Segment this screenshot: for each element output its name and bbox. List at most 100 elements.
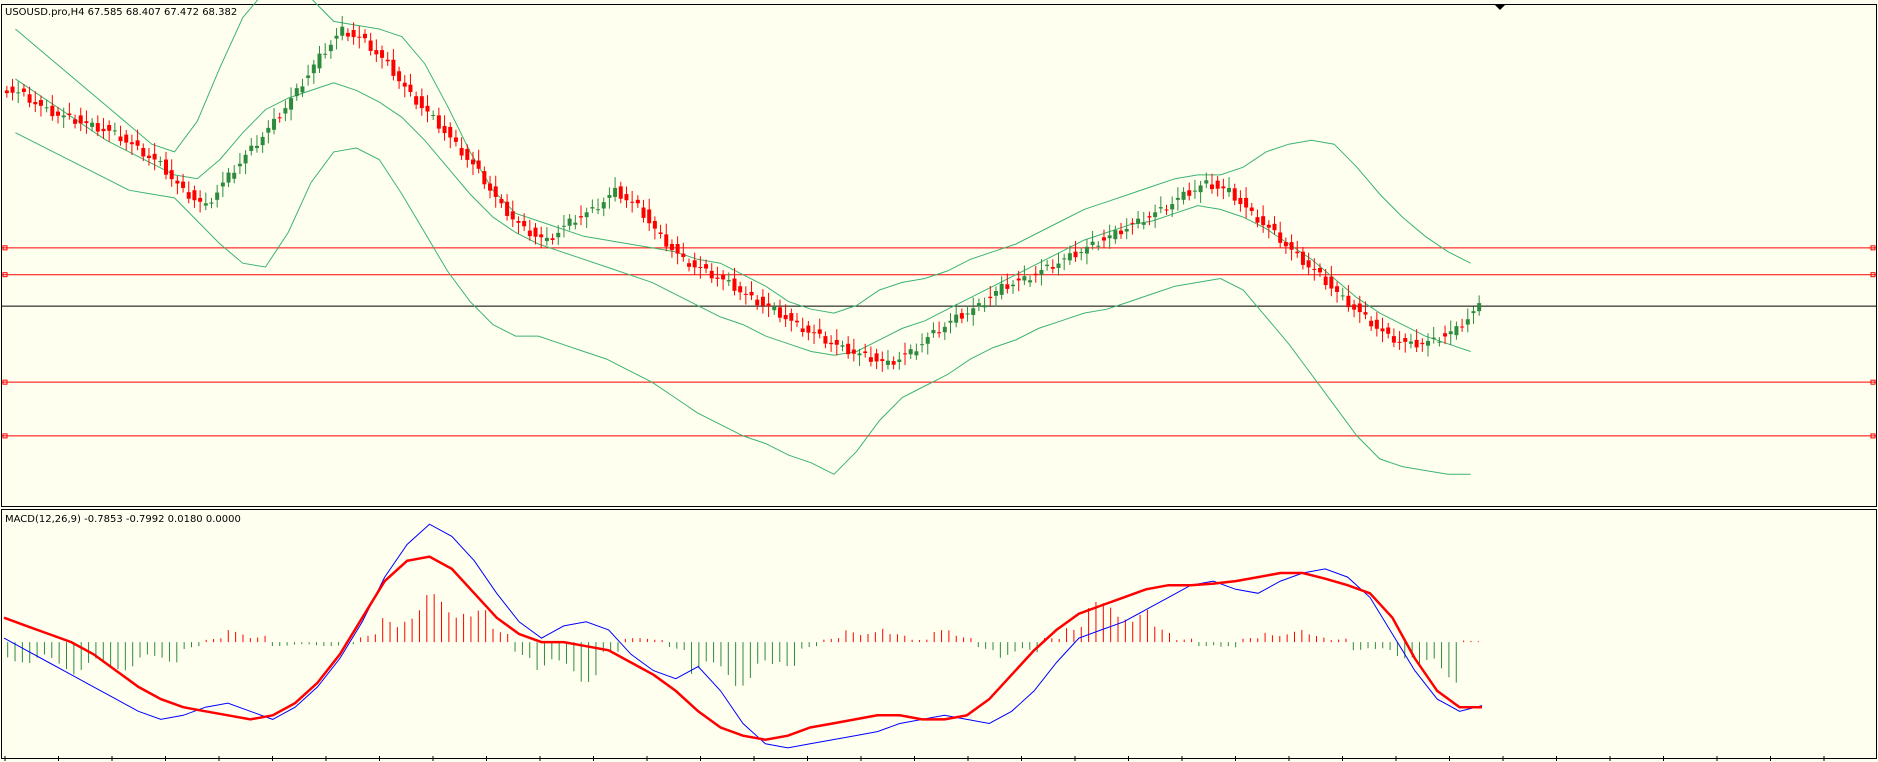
candle-bull xyxy=(931,329,936,334)
candle-bear xyxy=(146,155,151,159)
candle-bear xyxy=(641,207,646,218)
candle-bear xyxy=(38,100,43,106)
candle-bear xyxy=(795,320,800,323)
candle-bear xyxy=(476,160,481,169)
candle-bear xyxy=(397,71,402,82)
candle-bear xyxy=(516,220,521,223)
candle-bear xyxy=(1215,180,1220,189)
candle-bull xyxy=(1045,264,1050,267)
candle-bull xyxy=(294,88,299,97)
main-panel-frame xyxy=(1,4,1877,507)
candle-bull xyxy=(573,222,578,225)
candle-bear xyxy=(164,159,169,175)
macd-histogram xyxy=(7,594,1479,686)
candle-bull xyxy=(1113,230,1118,240)
candle-bull xyxy=(1170,204,1175,210)
candle-bull xyxy=(1096,245,1101,247)
candle-bull xyxy=(334,35,339,39)
candle-bear xyxy=(903,353,908,355)
candle-bear xyxy=(499,198,504,204)
macd-main-line xyxy=(3,523,1483,749)
candle-bear xyxy=(1232,188,1237,201)
candle-bear xyxy=(630,201,635,203)
level-handle-left[interactable] xyxy=(2,272,8,278)
candle-bear xyxy=(402,82,407,87)
level-handle-right[interactable] xyxy=(1870,272,1876,278)
candle-bear xyxy=(135,140,140,146)
candle-bull xyxy=(1039,269,1044,275)
candle-bear xyxy=(169,170,174,180)
candle-bull xyxy=(289,98,294,110)
candle-bear xyxy=(766,303,771,307)
candle-bear xyxy=(1073,251,1078,258)
candle-bear xyxy=(755,299,760,306)
candle-bear xyxy=(806,325,811,333)
candle-bull xyxy=(1425,340,1430,346)
macd-lines xyxy=(3,523,1483,749)
candle-bear xyxy=(442,125,447,134)
horizontal-levels xyxy=(2,245,1876,439)
candle-bear xyxy=(721,274,726,280)
candle-bull xyxy=(1181,191,1186,200)
candle-bear xyxy=(783,314,788,320)
candle-bear xyxy=(743,293,748,295)
candle-bull xyxy=(840,345,845,347)
candle-bull xyxy=(1022,276,1027,281)
candle-bull xyxy=(1408,341,1413,344)
level-handle-right[interactable] xyxy=(1870,245,1876,251)
candle-bear xyxy=(550,238,555,240)
candle-bull xyxy=(272,118,277,130)
candle-bear xyxy=(777,307,782,318)
candle-bull xyxy=(1056,263,1061,268)
candle-bear xyxy=(812,332,817,334)
candle-bull xyxy=(44,107,49,109)
level-handle-left[interactable] xyxy=(2,245,8,251)
candle-bull xyxy=(971,308,976,315)
candle-bull xyxy=(215,192,220,200)
candle-bear xyxy=(124,134,129,143)
candle-bear xyxy=(505,201,510,216)
candle-bear xyxy=(414,96,419,105)
level-handle-right[interactable] xyxy=(1870,433,1876,439)
candle-bear xyxy=(1391,336,1396,343)
chart-shift-marker[interactable] xyxy=(1494,4,1506,10)
level-handle-right[interactable] xyxy=(1870,379,1876,385)
candle-bear xyxy=(175,180,180,184)
candle-bear xyxy=(675,243,680,254)
level-handle-left[interactable] xyxy=(2,433,8,439)
candle-bull xyxy=(1204,180,1209,184)
candle-bear xyxy=(78,115,83,124)
candle-bull xyxy=(283,108,288,114)
candle-bear xyxy=(1352,304,1357,310)
candle-bear xyxy=(73,119,78,124)
candle-bull xyxy=(1124,229,1129,232)
candle-bull xyxy=(1198,185,1203,193)
candle-bear xyxy=(749,291,754,296)
candle-bear xyxy=(408,84,413,92)
candle-bull xyxy=(226,172,231,183)
candle-bear xyxy=(880,359,885,362)
candle-bear xyxy=(277,117,282,119)
candle-bull xyxy=(1062,258,1067,260)
candle-bull xyxy=(999,283,1004,295)
candle-bear xyxy=(1414,339,1419,348)
candle-bear xyxy=(1209,184,1214,190)
candle-bull xyxy=(857,353,862,356)
candle-bear xyxy=(704,264,709,269)
candle-bull xyxy=(954,314,959,323)
macd-panel-frame xyxy=(1,509,1877,759)
candle-bull xyxy=(1067,253,1072,261)
candle-bull xyxy=(914,351,919,356)
bollinger-middle-approx xyxy=(15,78,1471,356)
candle-bear xyxy=(1460,326,1465,328)
candle-bear xyxy=(459,148,464,156)
candle-bull xyxy=(925,337,930,344)
candle-bear xyxy=(1403,338,1408,342)
candle-bear xyxy=(436,115,441,129)
candle-bear xyxy=(368,40,373,51)
candle-bear xyxy=(692,260,697,268)
candle-bear xyxy=(129,142,134,145)
level-handle-left[interactable] xyxy=(2,379,8,385)
candle-bear xyxy=(391,59,396,76)
